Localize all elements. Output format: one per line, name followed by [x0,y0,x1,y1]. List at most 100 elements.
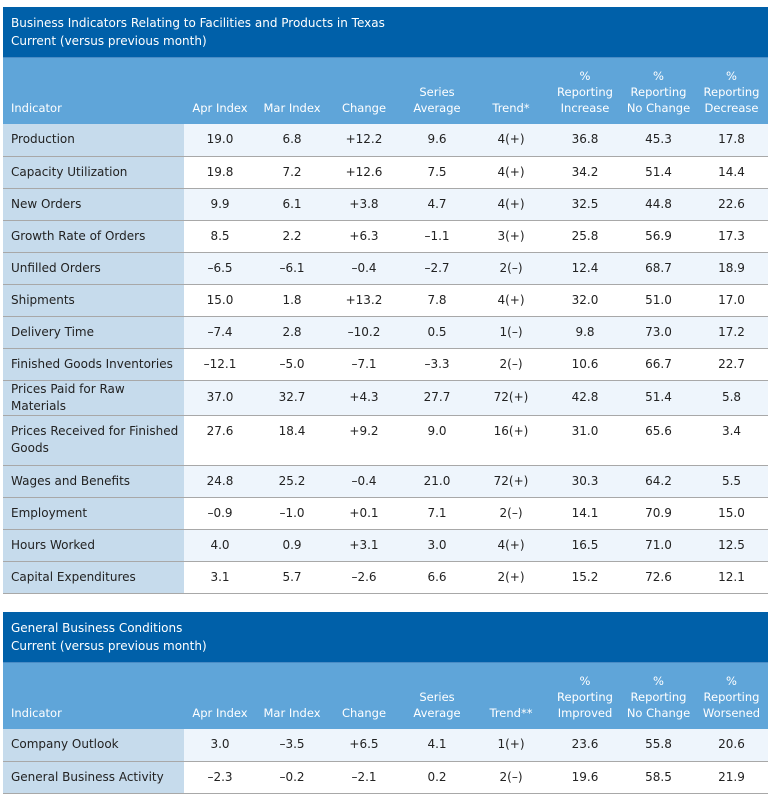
header-pct-increase: % Reporting Increase [548,58,622,124]
table-row: Wages and Benefits 24.8 25.2 –0.4 21.0 72(+) 3… [3,465,768,498]
pct-col1-cell: 15.2 [548,561,622,594]
change-cell: +3.8 [328,188,400,221]
pct-col2-cell: 68.7 [622,252,695,285]
header-pct-no-change: % Reporting No Change [622,663,695,729]
pct-col3-cell: 5.5 [695,465,768,498]
series-average-cell: 3.0 [400,529,474,562]
series-average-cell: 9.6 [400,124,474,157]
apr-index-cell: 37.0 [184,380,256,416]
table-row: Growth Rate of Orders 8.5 2.2 +6.3 –1.1 3(+) 2… [3,220,768,253]
pct-col1-cell: 25.8 [548,220,622,253]
series-average-cell: –1.1 [400,220,474,253]
mar-index-cell: 7.2 [256,156,328,189]
pct-col2-cell: 66.7 [622,348,695,381]
mar-index-cell: 6.8 [256,124,328,157]
change-cell: –10.2 [328,316,400,349]
pct-col1-cell: 30.3 [548,465,622,498]
header-line: Reporting [630,690,687,704]
indicator-cell: Growth Rate of Orders [3,220,184,253]
series-average-cell: 9.0 [400,415,474,466]
mar-index-cell: 5.7 [256,561,328,594]
table-row: Unfilled Orders –6.5 –6.1 –0.4 –2.7 2(–) 12.4 6… [3,252,768,285]
change-cell: +0.1 [328,497,400,530]
header-line: % [726,69,737,83]
apr-index-cell: –2.3 [184,761,256,794]
header-line: No Change [626,706,691,720]
header-trend: Trend* [474,58,548,124]
pct-col1-cell: 10.6 [548,348,622,381]
header-series-average: Series Average [400,58,474,124]
trend-cell: 4(+) [474,124,548,157]
header-line: Reporting [557,690,613,704]
trend-cell: 16(+) [474,415,548,466]
header-change: Change [328,58,400,124]
header-pct-worsened: % Reporting Worsened [695,663,768,729]
table-row: Hours Worked 4.0 0.9 +3.1 3.0 4(+) 16.5 71.0 12.… [3,529,768,562]
series-average-cell: 21.0 [400,465,474,498]
header-indicator: Indicator [3,663,184,729]
pct-col1-cell: 34.2 [548,156,622,189]
mar-index-cell: 2.2 [256,220,328,253]
table-row: Capital Expenditures 3.1 5.7 –2.6 6.6 2(+) 15.… [3,561,768,594]
table-row: Finished Goods Inventories –12.1 –5.0 –7.1–… [3,348,768,381]
header-mar-index: Mar Index [256,58,328,124]
indicators-table: Indicator Apr Index Mar Index Change Ser… [3,58,768,594]
change-cell: +6.3 [328,220,400,253]
indicator-cell: Capacity Utilization [3,156,184,189]
header-row: Indicator Apr Index Mar Index Change Ser… [3,58,768,124]
apr-index-cell: –12.1 [184,348,256,381]
pct-col3-cell: 12.1 [695,561,768,594]
indicator-cell: Prices Paid for Raw Materials [3,380,184,416]
table-row: Prices Paid for Raw Materials 37.0 32.7 +4.… [3,380,768,416]
change-cell: +3.1 [328,529,400,562]
conditions-table: Indicator Apr Index Mar Index Change Ser… [3,663,768,794]
series-average-cell: 4.1 [400,729,474,762]
indicator-cell: Hours Worked [3,529,184,562]
indicator-cell: Shipments [3,284,184,317]
trend-cell: 1(+) [474,729,548,762]
general-business-conditions-table: General Business Conditions Current (ver… [3,612,768,794]
header-line: % [579,674,591,688]
table-subtitle: Current (versus previous month) [11,639,207,653]
header-pct-no-change: % Reporting No Change [622,58,695,124]
header-line: Reporting [630,85,687,99]
table-row: Shipments 15.0 1.8 +13.2 7.8 4(+) 32.0 51.0 17.0 [3,284,768,317]
pct-col2-cell: 51.4 [622,380,695,416]
apr-index-cell: –0.9 [184,497,256,530]
mar-index-cell: –5.0 [256,348,328,381]
pct-col1-cell: 36.8 [548,124,622,157]
indicator-cell: General Business Activity [3,761,184,794]
pct-col1-cell: 23.6 [548,729,622,762]
table-title: Business Indicators Relating to Faciliti… [11,16,385,30]
pct-col3-cell: 12.5 [695,529,768,562]
trend-cell: 2(–) [474,497,548,530]
header-change: Change [328,663,400,729]
apr-index-cell: 24.8 [184,465,256,498]
table-title: General Business Conditions [11,621,183,635]
mar-index-cell: –6.1 [256,252,328,285]
header-line: % [579,69,591,83]
series-average-cell: 6.6 [400,561,474,594]
series-average-cell: 7.5 [400,156,474,189]
pct-col3-cell: 22.7 [695,348,768,381]
indicator-cell: Employment [3,497,184,530]
change-cell: –0.4 [328,252,400,285]
change-cell: +12.6 [328,156,400,189]
pct-col2-cell: 64.2 [622,465,695,498]
series-average-cell: –2.7 [400,252,474,285]
pct-col1-cell: 42.8 [548,380,622,416]
change-cell: +6.5 [328,729,400,762]
table-row: General Business Activity –2.3 –0.2 –2.1 0.2… [3,761,768,794]
header-series-average: Series Average [400,663,474,729]
table-row: Production 19.0 6.8 +12.2 9.6 4(+) 36.8 45.3 17.… [3,124,768,157]
pct-col2-cell: 44.8 [622,188,695,221]
pct-col3-cell: 5.8 [695,380,768,416]
trend-cell: 4(+) [474,188,548,221]
trend-cell: 2(+) [474,561,548,594]
change-cell: –2.6 [328,561,400,594]
header-line: Reporting [703,690,760,704]
pct-col3-cell: 17.0 [695,284,768,317]
header-trend: Trend** [474,663,548,729]
mar-index-cell: –0.2 [256,761,328,794]
header-mar-index: Mar Index [256,663,328,729]
